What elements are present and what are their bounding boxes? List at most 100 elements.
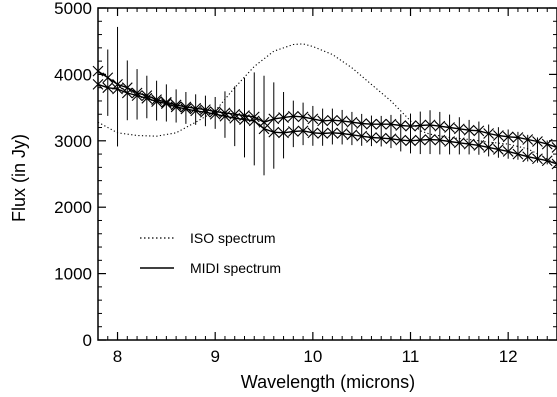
midi-point-marker — [268, 113, 280, 125]
midi-point-marker — [141, 92, 153, 104]
midi-point-marker — [112, 78, 123, 90]
midi-point-marker — [170, 99, 182, 111]
midi-point-marker — [190, 105, 202, 117]
midi-point-marker — [200, 106, 211, 118]
midi-point-marker — [532, 153, 543, 165]
midi-point-marker — [180, 103, 192, 115]
midi-point-marker — [473, 140, 485, 151]
legend: ISO spectrum MIDI spectrum — [140, 230, 281, 276]
y-axis-title: Flux (in Jy) — [9, 134, 29, 222]
midi-point-marker — [453, 123, 465, 135]
midi-point-marker — [385, 118, 397, 130]
x-tick-label: 9 — [210, 347, 219, 366]
x-tick-label: 12 — [499, 347, 518, 366]
midi-point-marker — [121, 87, 133, 99]
midi-point-marker — [307, 127, 319, 139]
midi-upper-line — [97, 70, 557, 149]
midi-point-marker — [424, 134, 436, 145]
midi-point-marker — [278, 112, 289, 123]
midi-point-marker — [160, 98, 172, 110]
x-axis-title: Wavelength (microns) — [241, 372, 415, 392]
midi-point-marker — [502, 146, 514, 157]
midi-point-marker — [102, 82, 114, 94]
midi-point-marker — [434, 120, 446, 132]
midi-point-marker — [493, 144, 504, 155]
midi-point-marker — [522, 151, 534, 163]
midi-point-marker — [287, 126, 299, 137]
y-tick-label: 1000 — [54, 265, 92, 284]
midi-point-marker — [405, 135, 416, 147]
midi-point-marker — [356, 130, 368, 142]
midi-point-marker — [268, 126, 280, 138]
midi-point-marker — [346, 116, 358, 128]
midi-point-marker — [239, 110, 250, 121]
midi-point-marker — [151, 96, 162, 108]
midi-point-marker — [219, 110, 231, 122]
legend-midi-label: MIDI spectrum — [190, 260, 281, 276]
midi-point-marker — [483, 142, 495, 153]
midi-point-marker — [170, 101, 182, 113]
midi-point-marker — [190, 102, 202, 114]
midi-point-marker — [336, 128, 348, 139]
midi-point-marker — [356, 118, 368, 129]
midi-point-marker — [278, 127, 289, 139]
midi-point-marker — [375, 132, 387, 144]
midi-point-marker — [112, 83, 123, 95]
midi-spectrum-series — [92, 26, 557, 176]
midi-point-marker — [483, 128, 495, 139]
midi-point-marker — [307, 113, 319, 125]
x-tick-label: 10 — [303, 347, 322, 366]
midi-point-marker — [395, 120, 407, 131]
midi-point-marker — [463, 124, 475, 136]
midi-point-marker — [336, 115, 348, 127]
midi-point-marker — [326, 127, 338, 139]
midi-point-marker — [444, 136, 455, 147]
midi-point-marker — [131, 87, 143, 99]
midi-point-marker — [219, 107, 231, 119]
midi-point-marker — [434, 134, 446, 146]
midi-point-marker — [512, 132, 524, 143]
midi-point-marker — [551, 142, 557, 153]
midi-point-marker — [512, 148, 524, 160]
midi-point-marker — [131, 90, 143, 102]
midi-point-marker — [366, 132, 377, 143]
midi-point-marker — [366, 118, 377, 130]
midi-point-marker — [258, 123, 270, 135]
midi-point-marker — [522, 134, 534, 145]
midi-point-marker — [287, 110, 299, 122]
x-tick-label: 11 — [402, 347, 420, 366]
midi-point-marker — [141, 90, 153, 102]
y-tick-label: 4000 — [54, 65, 92, 84]
midi-point-marker — [541, 155, 553, 167]
midi-point-marker — [121, 82, 133, 94]
midi-point-marker — [160, 96, 172, 108]
midi-point-marker — [248, 115, 260, 127]
midi-point-marker — [493, 130, 504, 141]
midi-point-marker — [317, 115, 329, 127]
midi-point-marker — [395, 134, 407, 146]
midi-point-marker — [463, 138, 475, 150]
midi-point-marker — [444, 122, 455, 133]
midi-point-marker — [453, 137, 465, 149]
axes: 8 9 10 11 12 0 1000 2000 3000 4000 5000 — [54, 0, 557, 366]
midi-point-marker — [92, 78, 104, 90]
midi-point-marker — [151, 94, 162, 106]
y-tick-label: 2000 — [54, 198, 92, 217]
midi-point-marker — [229, 108, 241, 120]
midi-point-marker — [209, 108, 221, 120]
midi-point-marker — [180, 101, 192, 113]
midi-point-marker — [424, 119, 436, 131]
midi-point-marker — [239, 114, 250, 125]
midi-point-marker — [209, 106, 221, 117]
midi-point-marker — [326, 114, 338, 126]
x-tick-label: 8 — [113, 347, 122, 366]
plot-frame — [97, 7, 557, 341]
midi-point-marker — [532, 136, 543, 147]
midi-point-marker — [229, 112, 241, 124]
midi-point-marker — [317, 128, 329, 139]
legend-iso-label: ISO spectrum — [190, 230, 276, 246]
y-tick-label: 3000 — [54, 132, 92, 151]
midi-point-marker — [541, 138, 553, 150]
midi-point-marker — [297, 125, 309, 137]
